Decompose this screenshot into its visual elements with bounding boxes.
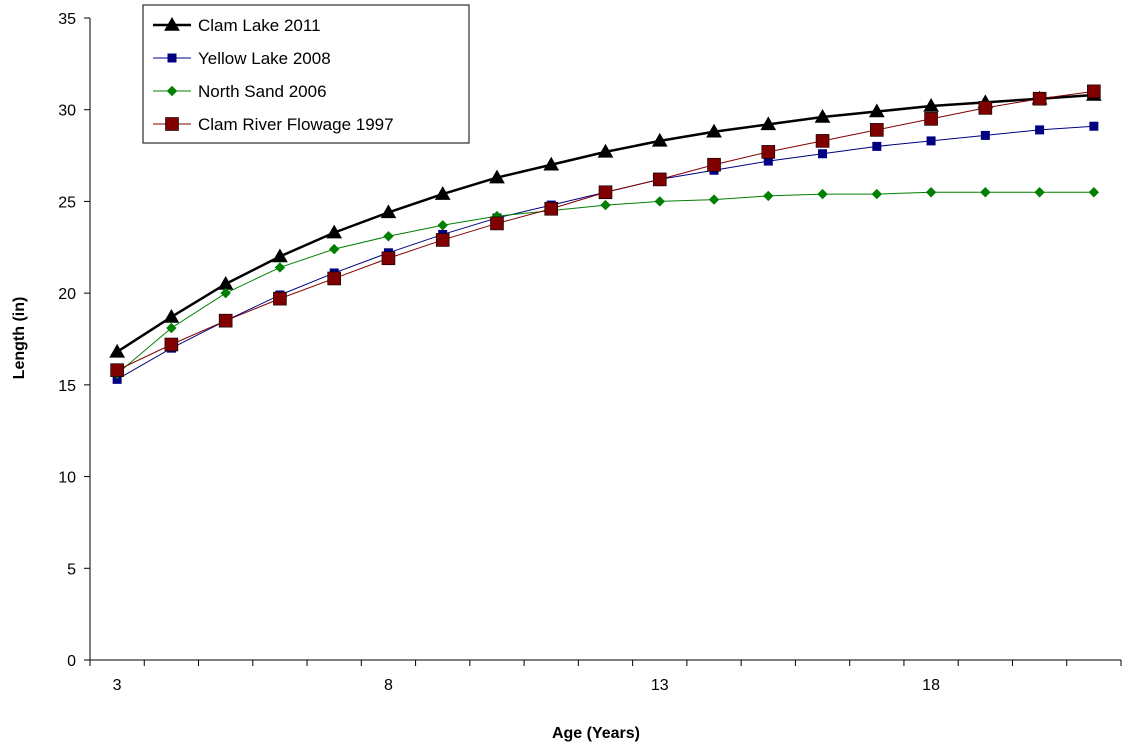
- data-point-yellow-lake-2008: [926, 136, 936, 146]
- data-point-clam-river-flowage-1997: [490, 216, 504, 231]
- data-point-clam-lake-2011: [380, 204, 397, 219]
- data-point-clam-river-flowage-1997: [1087, 84, 1101, 99]
- data-point-clam-lake-2011: [326, 224, 343, 239]
- legend: Clam Lake 2011 Yellow Lake 2008 North Sand…: [142, 4, 470, 144]
- data-point-north-sand-2006: [328, 243, 340, 255]
- data-point-clam-river-flowage-1997: [815, 134, 830, 148]
- legend-label-clam-lake-2011: Clam Lake 2011: [198, 16, 321, 35]
- data-point-clam-river-flowage-1997: [381, 251, 396, 266]
- data-point-clam-lake-2011: [868, 103, 885, 118]
- data-point-clam-lake-2011: [489, 169, 505, 184]
- data-point-clam-river-flowage-1997: [707, 157, 721, 172]
- data-point-clam-river-flowage-1997: [870, 123, 884, 137]
- data-point-north-sand-2006: [654, 196, 665, 207]
- legend-box: [142, 4, 470, 144]
- x-tick-label: 8: [384, 677, 393, 694]
- data-point-clam-lake-2011: [434, 186, 451, 200]
- legend-label-yellow-lake-2008: Yellow Lake 2008: [198, 49, 331, 68]
- data-point-clam-river-flowage-1997: [273, 291, 287, 306]
- data-point-north-sand-2006: [871, 188, 883, 200]
- data-point-north-sand-2006: [1088, 187, 1100, 198]
- data-point-clam-river-flowage-1997: [110, 363, 124, 377]
- data-point-clam-lake-2011: [760, 116, 777, 131]
- data-point-clam-lake-2011: [923, 98, 939, 112]
- data-point-clam-lake-2011: [109, 343, 125, 358]
- data-point-north-sand-2006: [383, 231, 394, 242]
- data-point-clam-lake-2011: [272, 248, 288, 263]
- data-point-clam-river-flowage-1997: [761, 145, 776, 159]
- y-tick-label: 25: [58, 194, 76, 211]
- data-point-north-sand-2006: [925, 187, 937, 198]
- data-point-clam-lake-2011: [597, 143, 614, 158]
- data-point-north-sand-2006: [708, 194, 720, 205]
- data-point-north-sand-2006: [220, 287, 231, 299]
- y-axis-title: Length (in): [11, 297, 28, 380]
- data-point-north-sand-2006: [600, 199, 611, 211]
- data-point-clam-lake-2011: [217, 275, 234, 290]
- data-point-clam-river-flowage-1997: [435, 233, 450, 247]
- y-tick-label: 10: [58, 470, 76, 487]
- y-tick-label: 5: [67, 561, 76, 578]
- data-point-yellow-lake-2008: [1035, 125, 1045, 135]
- data-point-clam-lake-2011: [543, 156, 560, 171]
- legend-marker-north-sand-2006: [166, 85, 178, 97]
- data-point-clam-lake-2011: [651, 132, 668, 147]
- data-point-clam-river-flowage-1997: [598, 185, 613, 200]
- data-point-north-sand-2006: [437, 220, 448, 231]
- data-point-clam-river-flowage-1997: [544, 201, 559, 216]
- data-point-north-sand-2006: [817, 188, 828, 200]
- x-tick-label: 13: [651, 677, 669, 694]
- x-tick-label: 18: [922, 677, 940, 694]
- plot-area: 0 5 10 15 20 25 30 35 3 8 13 18: [58, 11, 1122, 694]
- legend-marker-yellow-lake-2008: [167, 53, 177, 63]
- data-point-clam-lake-2011: [814, 109, 831, 123]
- data-point-clam-river-flowage-1997: [327, 271, 341, 286]
- x-axis-title: Age (Years): [552, 725, 640, 742]
- data-point-north-sand-2006: [166, 322, 177, 334]
- data-point-clam-river-flowage-1997: [652, 172, 667, 187]
- data-point-clam-lake-2011: [706, 123, 722, 138]
- data-point-north-sand-2006: [763, 190, 774, 202]
- data-point-north-sand-2006: [1034, 187, 1045, 198]
- series-line-yellow-lake-2008: [116, 125, 1094, 380]
- y-tick-label: 15: [58, 378, 76, 395]
- y-tick-label: 20: [58, 286, 76, 303]
- data-point-north-sand-2006: [274, 262, 286, 273]
- series-line-north-sand-2006: [116, 191, 1094, 375]
- y-tick-label: 35: [58, 11, 76, 28]
- legend-label-clam-river-flowage-1997: Clam River Flowage 1997: [198, 115, 394, 134]
- data-point-clam-river-flowage-1997: [164, 337, 179, 352]
- data-point-yellow-lake-2008: [1089, 121, 1099, 131]
- data-point-clam-lake-2011: [163, 308, 180, 323]
- data-point-clam-river-flowage-1997: [978, 101, 993, 115]
- data-point-clam-river-flowage-1997: [218, 313, 233, 328]
- data-point-clam-river-flowage-1997: [1032, 91, 1047, 106]
- data-point-north-sand-2006: [980, 187, 991, 198]
- data-point-yellow-lake-2008: [872, 141, 882, 151]
- data-point-yellow-lake-2008: [980, 130, 990, 140]
- legend-marker-clam-river-flowage-1997: [165, 117, 179, 131]
- data-point-clam-river-flowage-1997: [924, 112, 938, 126]
- x-tick-label: 3: [113, 677, 122, 694]
- legend-marker-clam-lake-2011: [164, 16, 180, 31]
- y-tick-label: 30: [58, 103, 76, 120]
- data-point-yellow-lake-2008: [818, 149, 828, 159]
- legend-label-north-sand-2006: North Sand 2006: [198, 82, 327, 101]
- y-tick-label: 0: [67, 653, 76, 670]
